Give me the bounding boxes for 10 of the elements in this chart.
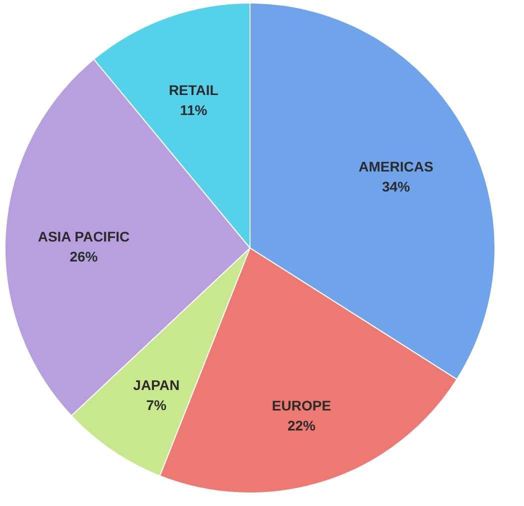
- slice-label: RETAIL: [168, 82, 219, 98]
- data-label: 7%: [146, 396, 168, 413]
- slice-label: JAPAN: [133, 376, 180, 393]
- slice-label: ASIA PACIFIC: [38, 228, 130, 245]
- data-label: 22%: [287, 417, 316, 434]
- slice-label: AMERICAS: [358, 158, 434, 175]
- data-label: 11%: [180, 102, 208, 118]
- data-label: 26%: [70, 248, 98, 265]
- data-label: 34%: [382, 178, 411, 195]
- slice-label: EUROPE: [272, 397, 332, 414]
